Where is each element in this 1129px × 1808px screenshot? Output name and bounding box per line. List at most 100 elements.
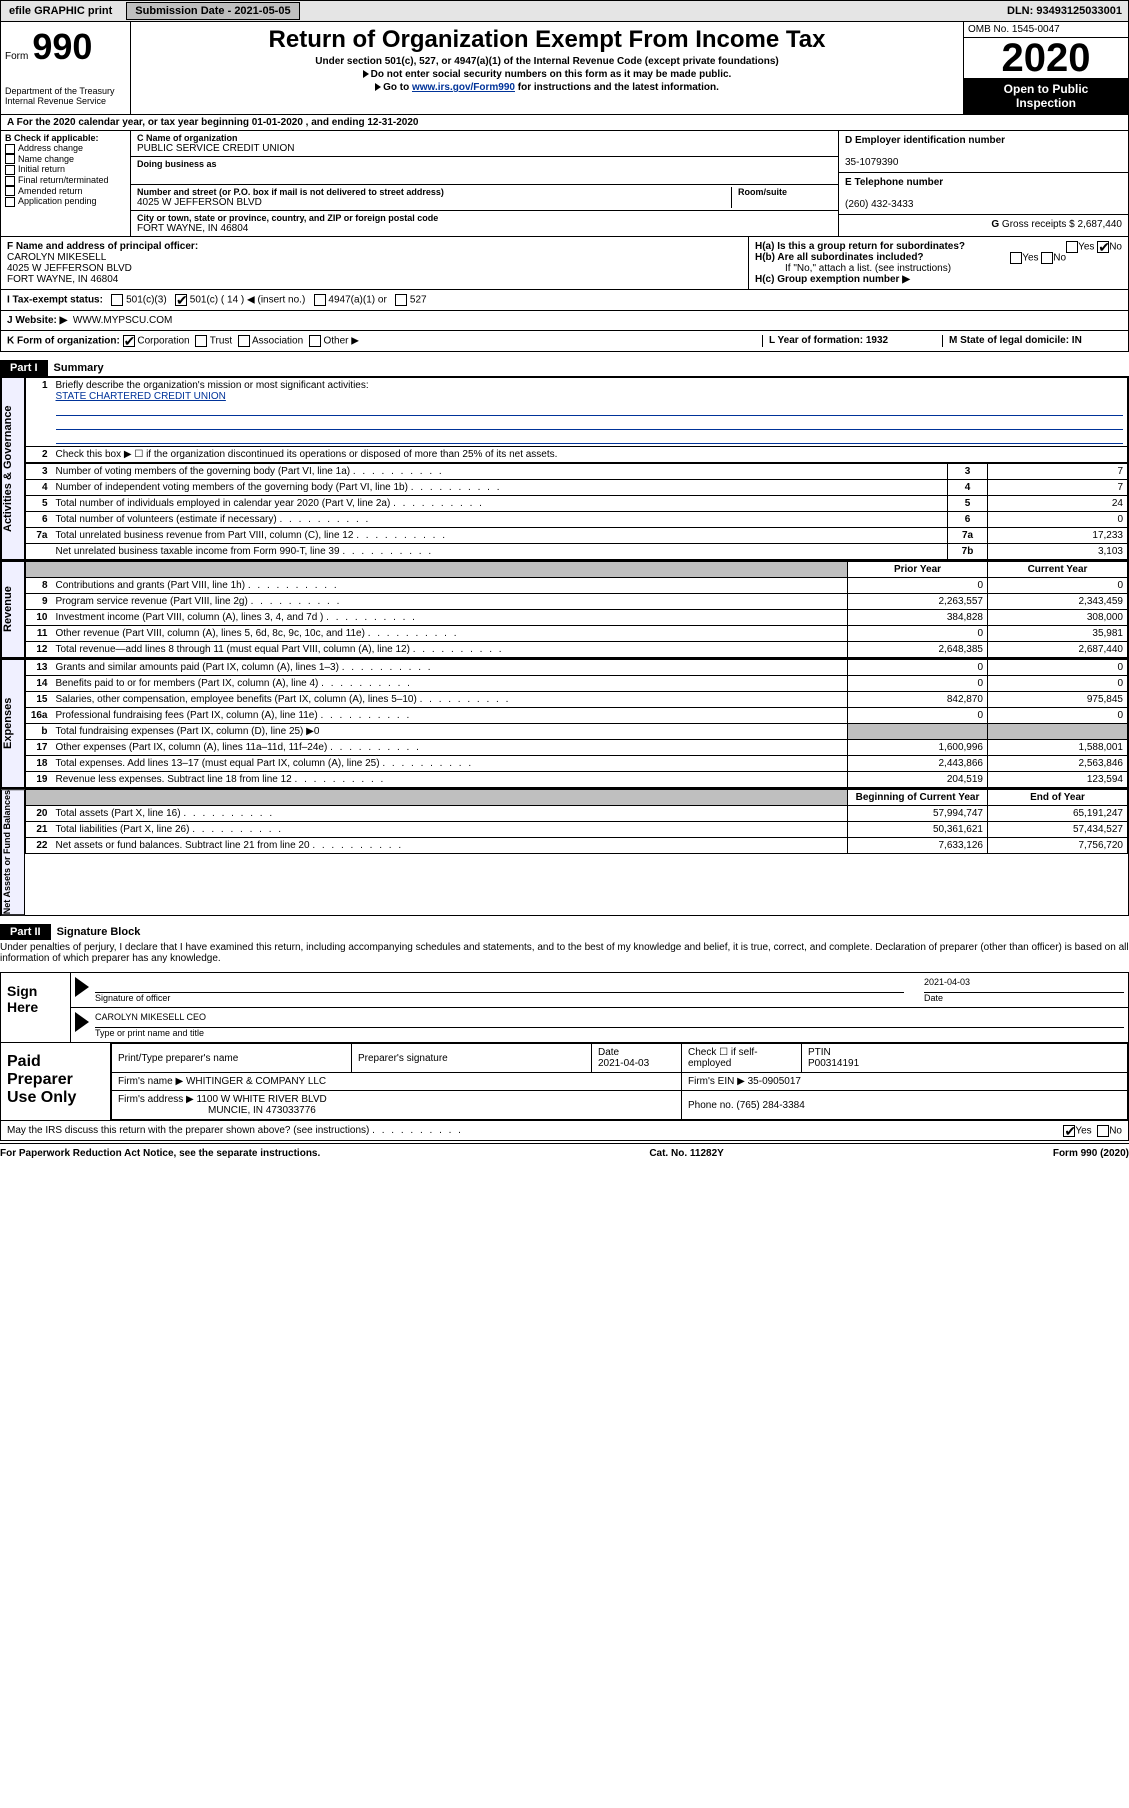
officer-addr2: FORT WAYNE, IN 46804 bbox=[7, 274, 118, 285]
i-527: 527 bbox=[410, 295, 427, 306]
org-name: PUBLIC SERVICE CREDIT UNION bbox=[137, 143, 294, 154]
note-goto-pre: Go to bbox=[383, 82, 412, 93]
dba-label: Doing business as bbox=[137, 159, 217, 169]
section-b-to-g: B Check if applicable: Address changeNam… bbox=[0, 131, 1129, 237]
mission-link[interactable]: STATE CHARTERED CREDIT UNION bbox=[56, 391, 226, 402]
row-k: K Form of organization: Corporation Trus… bbox=[0, 331, 1129, 352]
ha-yes: Yes bbox=[1078, 242, 1094, 253]
city-state-zip: FORT WAYNE, IN 46804 bbox=[137, 223, 248, 234]
table-row: 4Number of independent voting members of… bbox=[26, 480, 1128, 496]
table-row: 5Total number of individuals employed in… bbox=[26, 496, 1128, 512]
ein: 35-1079390 bbox=[845, 157, 898, 168]
form-word: Form bbox=[5, 51, 28, 62]
boxb-opt[interactable]: Amended return bbox=[5, 186, 126, 197]
box-f-label: F Name and address of principal officer: bbox=[7, 241, 198, 252]
firm-name-lbl: Firm's name ▶ bbox=[118, 1076, 183, 1087]
q2: Check this box ▶ ☐ if the organization d… bbox=[52, 447, 1128, 463]
boxb-opt[interactable]: Initial return bbox=[5, 164, 126, 175]
irs-link[interactable]: www.irs.gov/Form990 bbox=[412, 82, 515, 93]
table-row: bTotal fundraising expenses (Part IX, co… bbox=[26, 724, 1128, 740]
prep-date: 2021-04-03 bbox=[598, 1058, 649, 1069]
side-governance: Activities & Governance bbox=[1, 377, 25, 560]
ha-label: H(a) Is this a group return for subordin… bbox=[755, 241, 965, 252]
q1: Briefly describe the organization's miss… bbox=[56, 380, 369, 391]
firm-addr-lbl: Firm's address ▶ bbox=[118, 1094, 194, 1105]
row-j: J Website: ▶ WWW.MYPSCU.COM bbox=[0, 311, 1129, 331]
open-public-2: Inspection bbox=[1016, 96, 1076, 110]
footer-catno: Cat. No. 11282Y bbox=[649, 1148, 723, 1159]
box-i-label: I Tax-exempt status: bbox=[7, 295, 103, 306]
submission-date-btn[interactable]: Submission Date - 2021-05-05 bbox=[126, 2, 299, 20]
firm-ein: 35-0905017 bbox=[748, 1076, 801, 1087]
firm-name: WHITINGER & COMPANY LLC bbox=[186, 1076, 326, 1087]
part2-hdr: Part II bbox=[0, 924, 51, 940]
discuss-yes: Yes bbox=[1075, 1126, 1091, 1137]
hb-no: No bbox=[1053, 253, 1066, 264]
open-public-1: Open to Public bbox=[1004, 82, 1089, 96]
form-title: Return of Organization Exempt From Incom… bbox=[135, 26, 959, 54]
k-corp: Corporation bbox=[137, 336, 189, 347]
side-revenue: Revenue bbox=[1, 561, 25, 658]
hb-yes: Yes bbox=[1022, 253, 1038, 264]
sign-here: Sign Here bbox=[1, 973, 71, 1042]
table-row: 20Total assets (Part X, line 16) 57,994,… bbox=[26, 806, 1128, 822]
firm-addr2: MUNCIE, IN 473033776 bbox=[208, 1105, 316, 1116]
paid-prep-label: Paid Preparer Use Only bbox=[1, 1043, 111, 1120]
table-row: Net unrelated business taxable income fr… bbox=[26, 544, 1128, 560]
hb-label: H(b) Are all subordinates included? bbox=[755, 252, 924, 263]
box-l: L Year of formation: 1932 bbox=[769, 335, 888, 346]
table-row: 17Other expenses (Part IX, column (A), l… bbox=[26, 740, 1128, 756]
part1-hdr: Part I bbox=[0, 360, 48, 376]
table-row: 10Investment income (Part VIII, column (… bbox=[26, 610, 1128, 626]
discuss-row: May the IRS discuss this return with the… bbox=[0, 1121, 1129, 1141]
table-row: 14Benefits paid to or for members (Part … bbox=[26, 676, 1128, 692]
sig-date-val: 2021-04-03 bbox=[924, 977, 970, 987]
row-i: I Tax-exempt status: 501(c)(3) 501(c) ( … bbox=[0, 290, 1129, 311]
street-addr: 4025 W JEFFERSON BLVD bbox=[137, 197, 262, 208]
table-row: 11Other revenue (Part VIII, column (A), … bbox=[26, 626, 1128, 642]
firm-addr1: 1100 W WHITE RIVER BLVD bbox=[197, 1094, 327, 1105]
top-bar: efile GRAPHIC print Submission Date - 20… bbox=[0, 0, 1129, 22]
hb-note: If "No," attach a list. (see instruction… bbox=[755, 263, 1122, 274]
table-row: 18Total expenses. Add lines 13–17 (must … bbox=[26, 756, 1128, 772]
officer-name: CAROLYN MIKESELL bbox=[7, 252, 106, 263]
city-label: City or town, state or province, country… bbox=[137, 213, 438, 223]
phone: (260) 432-3433 bbox=[845, 199, 913, 210]
footer-left: For Paperwork Reduction Act Notice, see … bbox=[0, 1148, 320, 1159]
box-c-name-label: C Name of organization bbox=[137, 133, 238, 143]
discuss-no: No bbox=[1109, 1126, 1122, 1137]
box-b-label: B Check if applicable: bbox=[5, 133, 126, 143]
box-d-label: D Employer identification number bbox=[845, 135, 1005, 146]
table-row: 21Total liabilities (Part X, line 26) 50… bbox=[26, 822, 1128, 838]
type-name-lbl: Type or print name and title bbox=[95, 1028, 204, 1038]
ha-no: No bbox=[1109, 242, 1122, 253]
table-row: 19Revenue less expenses. Subtract line 1… bbox=[26, 772, 1128, 788]
table-row: 22Net assets or fund balances. Subtract … bbox=[26, 838, 1128, 854]
table-row: 13Grants and similar amounts paid (Part … bbox=[26, 660, 1128, 676]
box-g-label: G bbox=[991, 219, 999, 230]
table-row: 3Number of voting members of the governi… bbox=[26, 464, 1128, 480]
boxb-opt[interactable]: Address change bbox=[5, 143, 126, 154]
i-501c3: 501(c)(3) bbox=[126, 295, 167, 306]
side-expenses: Expenses bbox=[1, 659, 25, 788]
firm-phone-lbl: Phone no. bbox=[688, 1100, 734, 1111]
prep-sig-lbl: Preparer's signature bbox=[358, 1053, 448, 1064]
boxb-opt[interactable]: Name change bbox=[5, 154, 126, 165]
efile-btn[interactable]: efile GRAPHIC print bbox=[1, 3, 120, 19]
table-row: 8Contributions and grants (Part VIII, li… bbox=[26, 578, 1128, 594]
page-footer: For Paperwork Reduction Act Notice, see … bbox=[0, 1143, 1129, 1163]
part1-box: Activities & Governance 1Briefly describ… bbox=[0, 376, 1129, 561]
boxb-opt[interactable]: Application pending bbox=[5, 196, 126, 207]
part2-title: Signature Block bbox=[57, 926, 141, 938]
boxb-opt[interactable]: Final return/terminated bbox=[5, 175, 126, 186]
note-ssn: Do not enter social security numbers on … bbox=[371, 69, 732, 80]
form-number: 990 bbox=[32, 26, 92, 68]
k-assoc: Association bbox=[252, 336, 303, 347]
signature-block: Sign Here Signature of officer 2021-04-0… bbox=[0, 972, 1129, 1043]
sig-officer-lbl: Signature of officer bbox=[95, 993, 170, 1003]
table-row: 7aTotal unrelated business revenue from … bbox=[26, 528, 1128, 544]
officer-addr1: 4025 W JEFFERSON BLVD bbox=[7, 263, 132, 274]
gross-receipts: Gross receipts $ 2,687,440 bbox=[1002, 219, 1122, 230]
table-row: 9Program service revenue (Part VIII, lin… bbox=[26, 594, 1128, 610]
tax-year: 2020 bbox=[964, 38, 1128, 78]
